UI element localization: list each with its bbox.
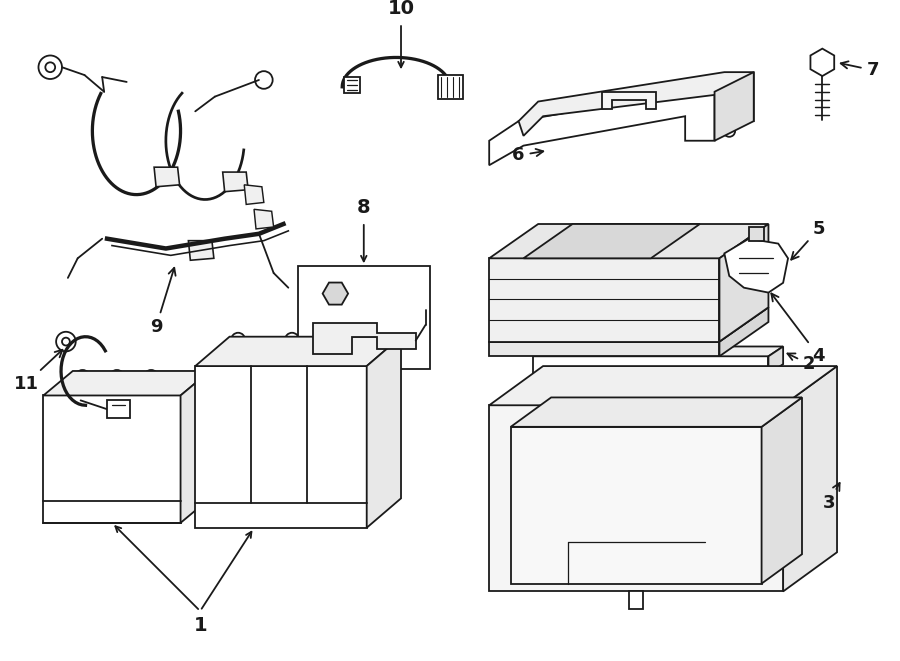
Text: 1: 1 bbox=[194, 616, 207, 635]
Circle shape bbox=[56, 332, 76, 352]
Text: 8: 8 bbox=[357, 198, 371, 217]
Polygon shape bbox=[222, 172, 248, 192]
Text: 7: 7 bbox=[841, 61, 879, 79]
Text: 10: 10 bbox=[388, 0, 415, 18]
Polygon shape bbox=[629, 592, 643, 609]
Polygon shape bbox=[719, 307, 769, 356]
Circle shape bbox=[339, 346, 353, 359]
Polygon shape bbox=[244, 185, 264, 204]
Circle shape bbox=[328, 287, 342, 301]
Polygon shape bbox=[195, 336, 401, 366]
Polygon shape bbox=[724, 239, 788, 293]
Polygon shape bbox=[490, 224, 769, 258]
Polygon shape bbox=[344, 77, 360, 93]
Circle shape bbox=[339, 332, 353, 346]
Polygon shape bbox=[195, 366, 366, 527]
Polygon shape bbox=[715, 72, 753, 141]
Text: 2: 2 bbox=[788, 354, 815, 373]
Circle shape bbox=[815, 56, 829, 69]
Polygon shape bbox=[43, 395, 181, 523]
Polygon shape bbox=[810, 49, 834, 76]
Polygon shape bbox=[181, 371, 210, 523]
Polygon shape bbox=[43, 371, 210, 395]
Circle shape bbox=[134, 414, 156, 436]
Polygon shape bbox=[490, 92, 715, 165]
Polygon shape bbox=[490, 307, 769, 342]
Circle shape bbox=[94, 414, 115, 436]
Circle shape bbox=[62, 338, 70, 346]
Polygon shape bbox=[783, 366, 837, 592]
Circle shape bbox=[109, 370, 125, 385]
Polygon shape bbox=[322, 282, 348, 305]
Polygon shape bbox=[749, 227, 763, 241]
Polygon shape bbox=[719, 224, 769, 342]
Polygon shape bbox=[518, 72, 753, 136]
FancyBboxPatch shape bbox=[298, 266, 430, 369]
Polygon shape bbox=[366, 336, 401, 527]
Polygon shape bbox=[524, 224, 700, 258]
Text: 5: 5 bbox=[791, 220, 825, 260]
Polygon shape bbox=[490, 342, 719, 356]
Polygon shape bbox=[534, 346, 783, 356]
Polygon shape bbox=[510, 427, 761, 584]
Circle shape bbox=[285, 346, 299, 359]
Polygon shape bbox=[769, 346, 783, 374]
Circle shape bbox=[231, 332, 245, 346]
Polygon shape bbox=[154, 167, 180, 187]
Text: 6: 6 bbox=[512, 147, 544, 165]
Circle shape bbox=[255, 71, 273, 89]
Text: 3: 3 bbox=[823, 483, 840, 512]
Polygon shape bbox=[313, 323, 416, 354]
Circle shape bbox=[285, 332, 299, 346]
Circle shape bbox=[75, 370, 90, 385]
Polygon shape bbox=[438, 75, 463, 98]
Polygon shape bbox=[761, 397, 802, 584]
Circle shape bbox=[45, 62, 55, 72]
Polygon shape bbox=[188, 241, 214, 260]
Circle shape bbox=[734, 91, 745, 102]
Circle shape bbox=[134, 458, 156, 480]
Polygon shape bbox=[490, 258, 719, 342]
Text: 4: 4 bbox=[771, 293, 825, 366]
Circle shape bbox=[52, 458, 74, 480]
Circle shape bbox=[39, 56, 62, 79]
Polygon shape bbox=[107, 401, 130, 418]
Polygon shape bbox=[534, 356, 769, 374]
Circle shape bbox=[231, 346, 245, 359]
Polygon shape bbox=[490, 366, 837, 405]
Circle shape bbox=[143, 370, 159, 385]
Text: 9: 9 bbox=[149, 268, 176, 336]
Polygon shape bbox=[602, 92, 656, 109]
Circle shape bbox=[52, 414, 74, 436]
Text: 11: 11 bbox=[14, 350, 62, 393]
Polygon shape bbox=[490, 405, 783, 592]
Circle shape bbox=[724, 125, 735, 137]
Polygon shape bbox=[254, 210, 274, 229]
Polygon shape bbox=[510, 397, 802, 427]
Circle shape bbox=[94, 458, 115, 480]
